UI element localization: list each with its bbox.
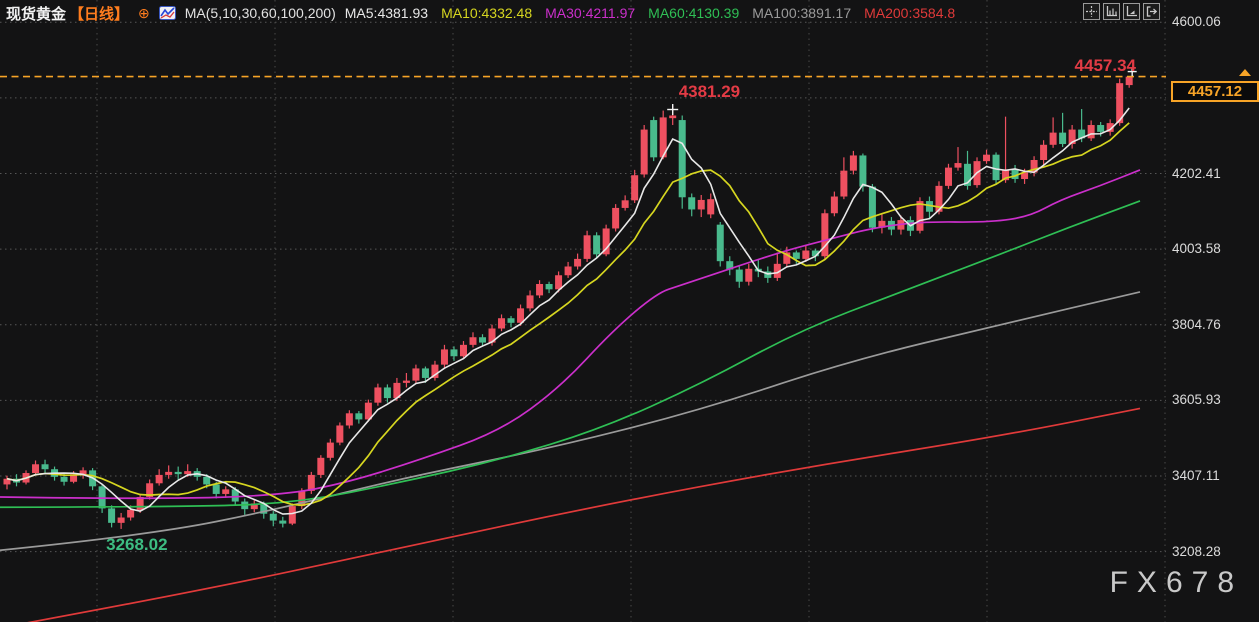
ma-settings-label[interactable]: MA(5,10,30,60,100,200): [184, 5, 336, 21]
ma-value-2: MA30:4211.97: [545, 5, 636, 21]
session-high-marker: 4457.34: [1074, 55, 1136, 75]
ma-badge-icon[interactable]: [158, 6, 176, 20]
ma60-line: [0, 200, 1141, 509]
low-price-marker: 3268.02: [106, 534, 168, 554]
symbol-name: 现货黄金: [6, 5, 67, 23]
watermark: FX678: [1109, 566, 1243, 599]
axis-label-2: 4202.41: [1172, 165, 1221, 181]
price-up-arrow-icon: [1239, 68, 1251, 76]
ma5-line: [6, 107, 1130, 515]
axis-label-7: 3208.28: [1172, 543, 1221, 559]
ma-value-3: MA60:4130.39: [648, 5, 740, 21]
axis-label-3: 4003.58: [1172, 241, 1221, 257]
axis-scale-button[interactable]: [1103, 3, 1120, 20]
ma-value-5: MA200:3584.8: [864, 5, 956, 21]
ma10-line: [6, 122, 1130, 507]
axis-label-5: 3605.93: [1172, 392, 1221, 408]
add-indicator-icon[interactable]: ⊕: [138, 5, 150, 21]
axis-label-0: 4600.06: [1172, 14, 1221, 30]
ma30-line: [0, 169, 1141, 500]
timeframe-label[interactable]: 【日线】: [69, 5, 130, 23]
peak-price-marker: 4381.29: [678, 81, 741, 101]
exit-chart-button[interactable]: [1143, 3, 1160, 20]
ma-value-1: MA10:4332.48: [441, 5, 533, 21]
axis-auto-button[interactable]: [1123, 3, 1140, 20]
axis-label-6: 3407.11: [1172, 468, 1220, 484]
ma-value-4: MA100:3891.17: [752, 5, 852, 21]
chart-toolbar: [1083, 3, 1160, 20]
last-price-badge: 4457.12: [1171, 80, 1259, 102]
chart-header: 现货黄金 【日线】 ⊕ MA(5,10,30,60,100,200) MA5:4…: [6, 3, 955, 23]
ma-values-row: MA5:4381.93 MA10:4332.48 MA30:4211.97 MA60:…: [345, 5, 955, 21]
ma100-line: [0, 291, 1141, 552]
ma-value-0: MA5:4381.93: [344, 5, 429, 21]
axis-label-4: 3804.76: [1172, 316, 1221, 332]
pan-tool-button[interactable]: [1083, 3, 1100, 20]
ma200-line: [27, 407, 1141, 622]
